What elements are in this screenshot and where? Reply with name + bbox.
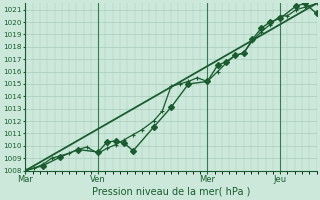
- X-axis label: Pression niveau de la mer( hPa ): Pression niveau de la mer( hPa ): [92, 187, 250, 197]
